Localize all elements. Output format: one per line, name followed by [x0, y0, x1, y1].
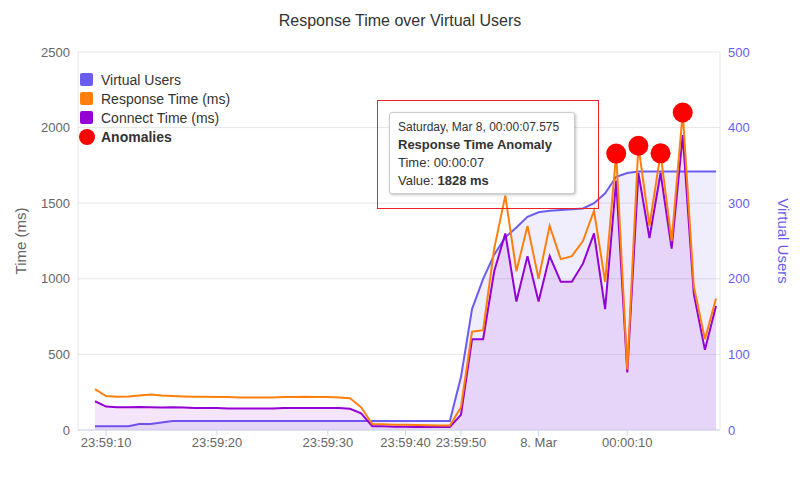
- html-text:Response Time over Virtual Use: Response Time over Virtual Users: [278, 12, 522, 29]
- svg-text:0: 0: [63, 423, 70, 438]
- svg-text:2000: 2000: [41, 120, 70, 135]
- svg-text:8. Mar: 8. Mar: [520, 435, 558, 450]
- svg-text:500: 500: [728, 45, 750, 60]
- svg-text:2500: 2500: [41, 45, 70, 60]
- svg-text:23:59:40: 23:59:40: [380, 435, 431, 450]
- html-text:Connect Time (ms): Connect Time (ms): [101, 109, 220, 126]
- svg-text:23:59:30: 23:59:30: [303, 435, 354, 450]
- svg-text:0: 0: [728, 423, 735, 438]
- html-text:Response Time Anomaly: Response Time Anomaly: [398, 137, 552, 152]
- svg-text:500: 500: [48, 347, 70, 362]
- html-text:Time: 00:00:07: Time: 00:00:07: [398, 155, 485, 170]
- html-text:Saturday, Mar 8, 00:00:07.575: Saturday, Mar 8, 00:00:07.575: [398, 120, 560, 134]
- svg-text:1500: 1500: [41, 196, 70, 211]
- html-text:Time (ms): Time (ms): [11, 207, 29, 275]
- svg-text:400: 400: [728, 120, 750, 135]
- svg-text:300: 300: [728, 196, 750, 211]
- html-text:Anomalies: Anomalies: [101, 128, 172, 145]
- html-text:Virtual Users: Virtual Users: [101, 71, 181, 88]
- svg-text:100: 100: [728, 347, 750, 362]
- svg-text:00:00:10: 00:00:10: [602, 435, 653, 450]
- html-text:Virtual Users: Virtual Users: [774, 198, 792, 284]
- svg-text:1000: 1000: [41, 271, 70, 286]
- svg-text:23:59:50: 23:59:50: [436, 435, 487, 450]
- svg-text:200: 200: [728, 271, 750, 286]
- svg-text:23:59:20: 23:59:20: [192, 435, 243, 450]
- svg-text:23:59:10: 23:59:10: [81, 435, 132, 450]
- html-text:Response Time (ms): Response Time (ms): [101, 90, 231, 107]
- html-text:Value: 1828 ms: Value: 1828 ms: [398, 173, 489, 188]
